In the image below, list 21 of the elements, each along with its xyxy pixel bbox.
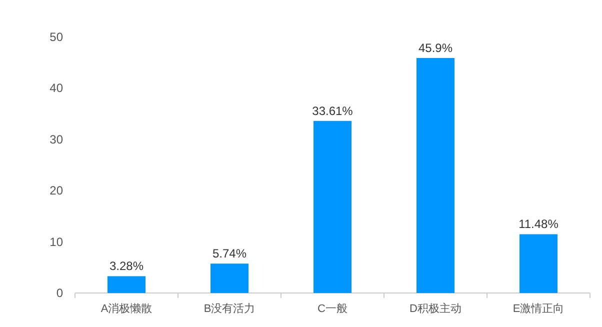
data-label: 11.48% bbox=[518, 217, 559, 232]
bar bbox=[520, 234, 558, 293]
bar bbox=[210, 264, 248, 293]
data-label: 3.28% bbox=[109, 259, 144, 274]
y-tick-label: 40 bbox=[50, 81, 64, 96]
y-tick-label: 50 bbox=[50, 30, 64, 44]
x-tick-label: D积极主动 bbox=[410, 302, 462, 315]
data-label: 5.74% bbox=[212, 246, 247, 261]
y-tick-label: 10 bbox=[50, 234, 64, 249]
y-tick-label: 30 bbox=[50, 132, 64, 146]
bar bbox=[314, 120, 352, 293]
x-tick-label: C一般 bbox=[318, 303, 348, 315]
bar bbox=[108, 276, 146, 293]
x-tick-label: B没有活力 bbox=[204, 302, 256, 315]
data-label: 33.61% bbox=[312, 104, 354, 118]
data-label: 45.9% bbox=[418, 40, 453, 55]
x-tick-label: A消极懒散 bbox=[100, 302, 152, 315]
y-tick-label: 0 bbox=[56, 286, 64, 300]
y-tick-label: 20 bbox=[50, 184, 64, 198]
x-tick-label: E激情正向 bbox=[512, 302, 564, 315]
bar bbox=[416, 58, 454, 293]
